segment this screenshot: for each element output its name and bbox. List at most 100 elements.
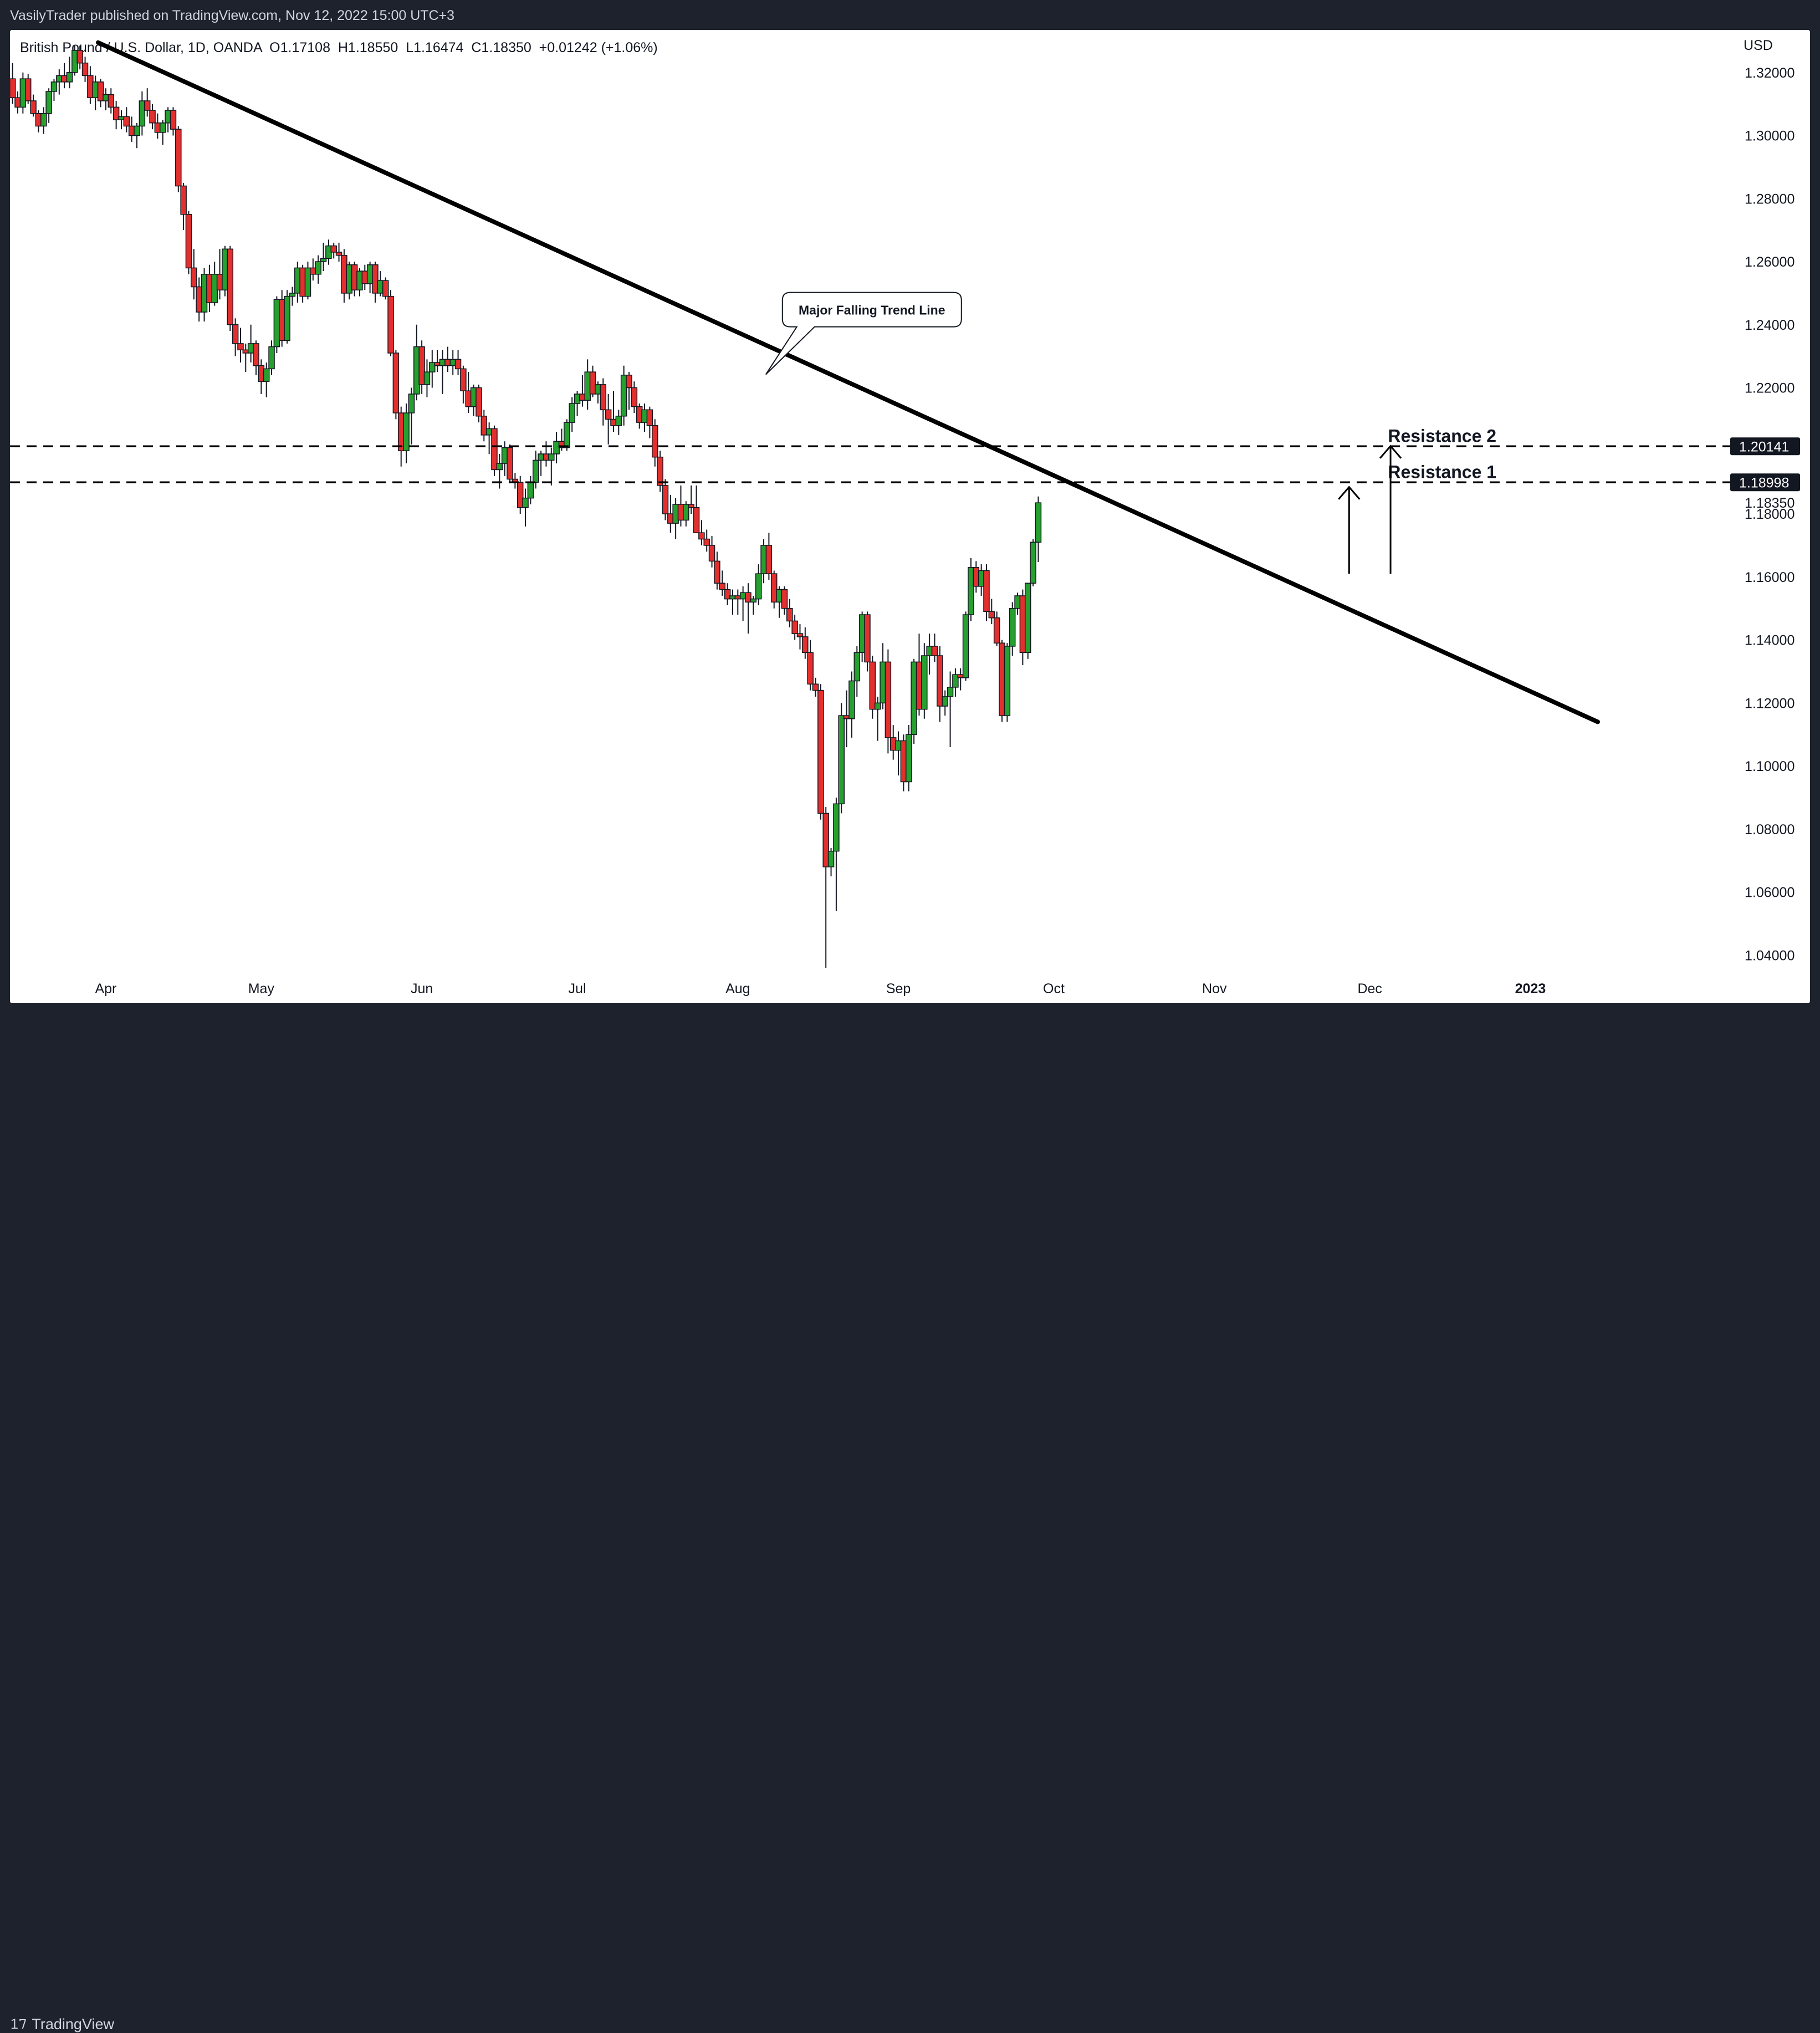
candle-body [574,394,581,404]
candle [10,63,16,104]
candle-body [71,50,78,73]
candle-body [584,371,591,401]
candle-body [968,567,974,615]
price-tick-label: 1.24000 [1745,318,1795,333]
candle-body [216,274,223,290]
candle [885,649,892,754]
candle-body [843,715,850,719]
candle-body [449,359,456,366]
candle-body [66,72,73,83]
candle-body [750,598,757,603]
candle-body [56,75,63,83]
candle-body [247,343,254,354]
candle [403,403,410,464]
candle [548,447,555,486]
candle-body [543,453,550,461]
candle-body [538,453,544,461]
candle-body [983,570,990,612]
candle [739,586,747,621]
candle-body [382,280,389,297]
last-price-label: 1.18350 [1745,496,1795,511]
candle-body [631,387,638,407]
candle [180,182,187,231]
candle-body [454,359,462,370]
candle-body [211,274,218,303]
candle-body [636,406,643,423]
candle [76,45,83,70]
candle [165,107,171,132]
candle-body [61,75,68,83]
candle [108,88,115,114]
candle-body [708,545,715,562]
candle [957,668,964,691]
candle [278,290,285,347]
bottom-bar: 𝟷𝟽 TradingView [0,1003,1820,2032]
candle-body [476,387,482,417]
candle [465,372,472,413]
candle-body [677,504,684,521]
candle-body [651,425,658,458]
time-tick-label: Aug [725,981,750,997]
candle-body [418,346,425,385]
price-axis[interactable]: 1.32000 1.30000 1.28000 1.26000 1.24000 1.220… [1730,65,1800,964]
candle-body [817,689,824,814]
tradingview-logo[interactable]: 𝟷𝟽 TradingView [10,2015,114,2033]
candle [211,262,218,306]
price-tick-label: 1.12000 [1745,696,1795,711]
falling-trend-line [95,40,1600,724]
candle [439,350,446,394]
currency-label: USD [1744,38,1773,53]
candle-body [646,409,653,426]
candle-body [776,589,783,603]
candle-body [864,614,871,663]
candle-body [641,409,648,423]
candle-body [81,62,89,76]
candle [916,634,923,716]
candle [952,668,959,697]
candle-body [480,415,488,436]
candle [734,589,742,615]
candle-body [35,113,42,127]
price-tick-label: 1.28000 [1745,191,1795,207]
candle-body [600,384,607,411]
candle-body [408,394,415,413]
candle [538,451,544,476]
candle-body [113,106,120,120]
candle [662,479,669,520]
candle-body [253,343,259,366]
candle-body [10,78,16,99]
chart[interactable]: British Pound / U.S. Dollar, 1D, OANDA O… [10,30,1810,1003]
trend-line-callout: Major Falling Trend Line [765,292,962,375]
price-tick-label: 1.08000 [1745,822,1795,837]
candle [335,242,342,262]
candle-body [134,125,140,136]
candle [377,271,384,297]
price-tag-label: 1.20141 [1739,439,1789,454]
candle-body [827,850,835,867]
candle-body [906,734,912,783]
candle-body [916,661,923,710]
candle-body [786,607,793,622]
candle-body [278,299,285,341]
candle [470,384,477,416]
candle [268,340,275,375]
candle [382,277,389,300]
candle-body [154,122,161,133]
time-axis[interactable]: Apr May Jun Jul Aug Sep Oct Nov Dec 2023 [95,981,1546,997]
candle [729,589,736,615]
candle-body [869,661,876,710]
candle-body [14,97,21,108]
candle [66,57,73,89]
candle-body [662,485,669,514]
candle-body [485,428,493,436]
candle [103,88,109,111]
candle-body [30,100,37,114]
candle [755,564,762,606]
candle-body [781,589,788,609]
candle-body [683,504,689,521]
candle [144,88,151,117]
candle-body [496,463,503,471]
candle [232,318,239,356]
candle [485,422,493,454]
top-bar: VasilyTrader published on TradingView.co… [0,0,1820,30]
